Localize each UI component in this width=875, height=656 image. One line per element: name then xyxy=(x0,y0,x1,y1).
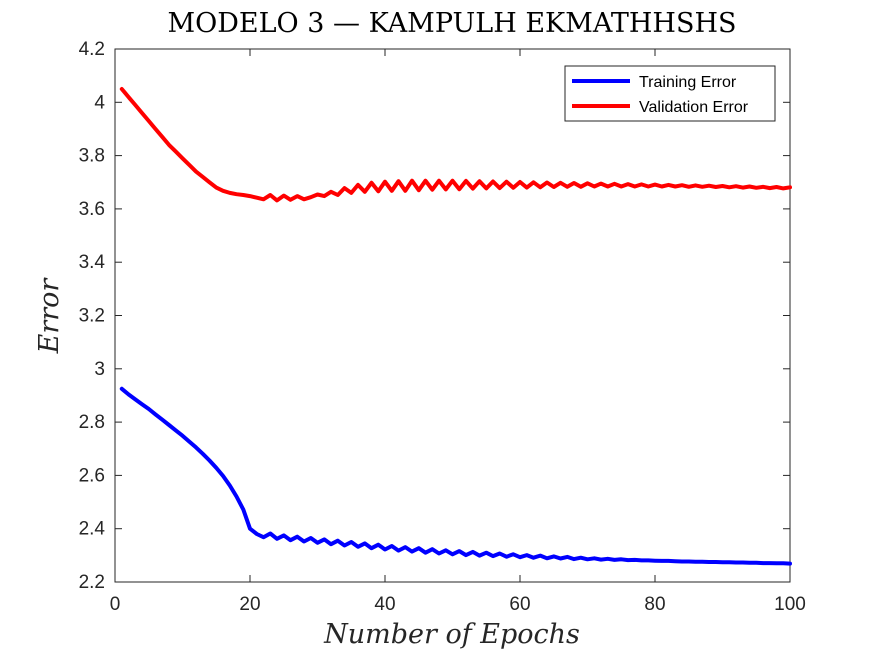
y-tick-label: 2.8 xyxy=(79,412,105,433)
chart-title: MODELO 3 — KAMPULH EKMATHHSHS xyxy=(167,8,736,39)
legend-box xyxy=(564,65,776,122)
y-tick-label: 3 xyxy=(94,359,105,380)
legend-label: Validation Error xyxy=(639,99,749,116)
series-lines xyxy=(119,87,792,566)
y-tick-label: 3.2 xyxy=(79,306,105,327)
x-tick-label: 80 xyxy=(644,594,665,615)
y-tick-label: 3.8 xyxy=(79,146,105,167)
y-tick-label: 4.2 xyxy=(79,39,105,60)
legend-label: Training Error xyxy=(639,74,737,91)
y-tick-label: 2.6 xyxy=(79,465,105,486)
y-tick-label: 3.6 xyxy=(79,199,105,220)
x-axis-label: Number of Epochs xyxy=(323,619,580,650)
legend: Training Error Validation Error xyxy=(564,65,776,122)
x-tick-label: 20 xyxy=(239,594,260,615)
x-tick-label: 60 xyxy=(509,594,530,615)
x-tick-label: 40 xyxy=(374,594,395,615)
y-axis-label: Error xyxy=(34,277,65,355)
y-tick-label: 3.4 xyxy=(79,252,106,273)
axes: 0 20 40 60 80 100 2.2 2.4 2.6 2.8 3 3.2 3.4 3.6 3.8 4 4.… xyxy=(79,39,806,615)
y-tick-label: 2.2 xyxy=(79,572,105,593)
x-tick-label: 0 xyxy=(110,594,121,615)
series-line-validation-error xyxy=(119,87,792,203)
series-line-training-error xyxy=(119,386,792,566)
x-tick-label: 100 xyxy=(774,594,806,615)
y-tick-label: 2.4 xyxy=(79,519,106,540)
y-tick-label: 4 xyxy=(94,92,105,113)
plot-frame xyxy=(114,48,791,583)
